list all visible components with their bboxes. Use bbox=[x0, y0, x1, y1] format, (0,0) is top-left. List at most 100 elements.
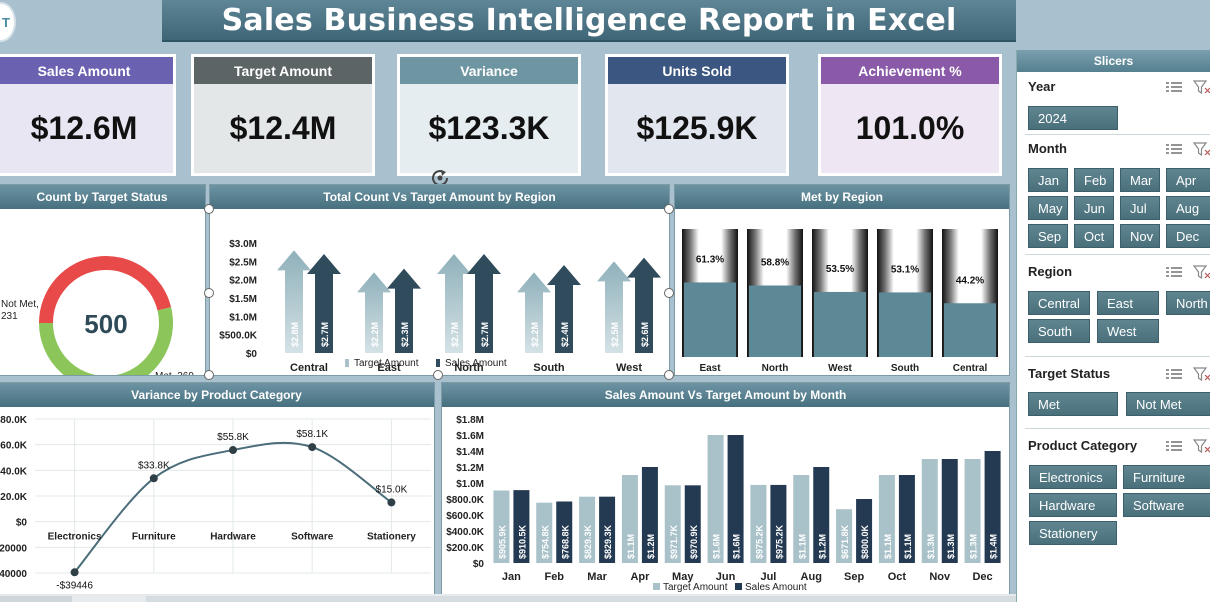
data-label: $1.2M bbox=[817, 534, 827, 559]
slicer-item-not-met[interactable]: Not Met bbox=[1126, 392, 1210, 416]
clear-filter-icon[interactable] bbox=[1193, 142, 1210, 156]
panel-sales-vs-target-month: Sales Amount Vs Target Amount by Month $… bbox=[441, 382, 1010, 596]
panel-total-vs-target-region[interactable]: Total Count Vs Target Amount by Region $… bbox=[209, 184, 670, 376]
multi-select-icon[interactable] bbox=[1165, 80, 1183, 94]
data-label: $1.3M bbox=[969, 534, 979, 559]
multi-select-icon[interactable] bbox=[1165, 265, 1183, 279]
data-label: 61.3% bbox=[696, 254, 724, 265]
data-label: $2.3M bbox=[400, 322, 410, 347]
clear-filter-icon[interactable] bbox=[1193, 80, 1210, 94]
slicer-item-stationery[interactable]: Stationery bbox=[1029, 521, 1117, 545]
slicer-item-mar[interactable]: Mar bbox=[1120, 168, 1160, 192]
slicer-item-oct[interactable]: Oct bbox=[1074, 224, 1114, 248]
x-tick-label: Oct bbox=[888, 571, 907, 583]
slicer-item-furniture[interactable]: Furniture bbox=[1123, 465, 1210, 489]
panel-title: Total Count Vs Target Amount by Region bbox=[210, 185, 669, 209]
slicer-separator bbox=[1025, 428, 1210, 429]
y-tick-label: $0 bbox=[473, 559, 485, 570]
legend-label-sales: Sales Amount bbox=[445, 358, 507, 369]
bar-target-amount bbox=[621, 475, 638, 563]
data-label: 44.2% bbox=[956, 275, 984, 286]
slicer-item-aug[interactable]: Aug bbox=[1166, 196, 1210, 220]
met-bar-fill bbox=[944, 303, 996, 357]
kpi-label: Sales Amount bbox=[0, 57, 173, 84]
clear-filter-icon[interactable] bbox=[1193, 439, 1210, 453]
resize-handle[interactable] bbox=[664, 370, 674, 380]
x-tick-label: East bbox=[699, 363, 721, 374]
slicer-item-jul[interactable]: Jul bbox=[1120, 196, 1160, 220]
clear-filter-icon[interactable] bbox=[1193, 367, 1210, 381]
slicer-title-product-category: Product Category bbox=[1028, 438, 1138, 453]
slicer-item-west[interactable]: West bbox=[1097, 319, 1159, 343]
data-label: $55.8K bbox=[217, 432, 249, 443]
legend-label-target: Target Amount bbox=[354, 358, 419, 369]
legend-swatch-target bbox=[653, 583, 660, 590]
data-label: $975.2K bbox=[754, 524, 764, 559]
x-tick-label: South bbox=[533, 362, 564, 374]
clear-filter-icon[interactable] bbox=[1193, 265, 1210, 279]
bar-sales-amount bbox=[513, 490, 530, 563]
slicer-item-central[interactable]: Central bbox=[1028, 291, 1090, 315]
x-tick-label: Software bbox=[291, 532, 334, 543]
slicer-item-electronics[interactable]: Electronics bbox=[1029, 465, 1117, 489]
bar-target-amount bbox=[707, 435, 724, 563]
slicer-item-north[interactable]: North bbox=[1166, 291, 1210, 315]
slicer-item-may[interactable]: May bbox=[1028, 196, 1068, 220]
x-tick-label: Nov bbox=[929, 571, 951, 583]
multi-select-icon[interactable] bbox=[1165, 142, 1183, 156]
bar-sales-amount bbox=[627, 257, 661, 353]
bar-target-amount bbox=[878, 475, 895, 563]
slicer-item-software[interactable]: Software bbox=[1123, 493, 1210, 517]
data-label: $2.4M bbox=[560, 322, 570, 347]
x-tick-label: Stationery bbox=[367, 532, 416, 543]
report-title-bar: Sales Business Intelligence Report in Ex… bbox=[162, 0, 1016, 42]
x-tick-label: North bbox=[762, 363, 789, 374]
data-label: $800.0K bbox=[860, 524, 870, 559]
data-label: $1.1M bbox=[903, 534, 913, 559]
bar-sales-amount bbox=[898, 475, 915, 563]
met-bar-fill bbox=[814, 291, 866, 357]
sheet-tab[interactable] bbox=[0, 596, 72, 602]
kpi-label: Units Sold bbox=[608, 57, 786, 84]
bar-target-amount bbox=[579, 496, 596, 563]
resize-handle[interactable] bbox=[664, 288, 674, 298]
kpi-label: Variance bbox=[400, 57, 578, 84]
slicer-item-2024[interactable]: 2024 bbox=[1028, 106, 1118, 130]
multi-select-icon[interactable] bbox=[1165, 439, 1183, 453]
panel-title: Sales Amount Vs Target Amount by Month bbox=[442, 383, 1009, 407]
multi-select-icon[interactable] bbox=[1165, 367, 1183, 381]
resize-handle[interactable] bbox=[664, 204, 674, 214]
slicer-item-east[interactable]: East bbox=[1097, 291, 1159, 315]
slicer-item-south[interactable]: South bbox=[1028, 319, 1090, 343]
met-bar-fill bbox=[684, 282, 736, 357]
kpi-card-variance: Variance $123.3K bbox=[397, 54, 581, 176]
slicer-item-met[interactable]: Met bbox=[1028, 392, 1118, 416]
slicer-item-dec[interactable]: Dec bbox=[1166, 224, 1210, 248]
y-tick-label: $0 bbox=[16, 518, 28, 529]
kpi-card-sales-amount: Sales Amount $12.6M bbox=[0, 54, 176, 176]
slicer-item-jan[interactable]: Jan bbox=[1028, 168, 1068, 192]
slicer-item-nov[interactable]: Nov bbox=[1120, 224, 1160, 248]
data-label: $2.6M bbox=[640, 322, 650, 347]
resize-handle[interactable] bbox=[204, 370, 214, 380]
bar-sales-amount bbox=[941, 459, 958, 563]
data-label: $829.3K bbox=[583, 524, 593, 559]
bar-sales-amount bbox=[467, 254, 501, 353]
resize-handle[interactable] bbox=[204, 204, 214, 214]
bar-target-amount bbox=[493, 490, 510, 563]
resize-handle[interactable] bbox=[433, 370, 443, 380]
rotate-handle-icon[interactable] bbox=[429, 167, 453, 189]
y-tick-label: $1.0M bbox=[456, 479, 484, 490]
x-tick-label: Apr bbox=[630, 571, 650, 583]
x-tick-label: Central bbox=[290, 362, 328, 374]
slicer-item-feb[interactable]: Feb bbox=[1074, 168, 1114, 192]
slicer-item-apr[interactable]: Apr bbox=[1166, 168, 1210, 192]
kpi-value: $125.9K bbox=[608, 84, 786, 173]
y-tick-label: $0 bbox=[246, 349, 258, 360]
y-tick-label: -$20000 bbox=[0, 543, 27, 554]
horizontal-scrollbar[interactable] bbox=[146, 596, 1016, 602]
slicer-item-sep[interactable]: Sep bbox=[1028, 224, 1068, 248]
slicer-item-jun[interactable]: Jun bbox=[1074, 196, 1114, 220]
resize-handle[interactable] bbox=[204, 288, 214, 298]
slicer-item-hardware[interactable]: Hardware bbox=[1029, 493, 1117, 517]
